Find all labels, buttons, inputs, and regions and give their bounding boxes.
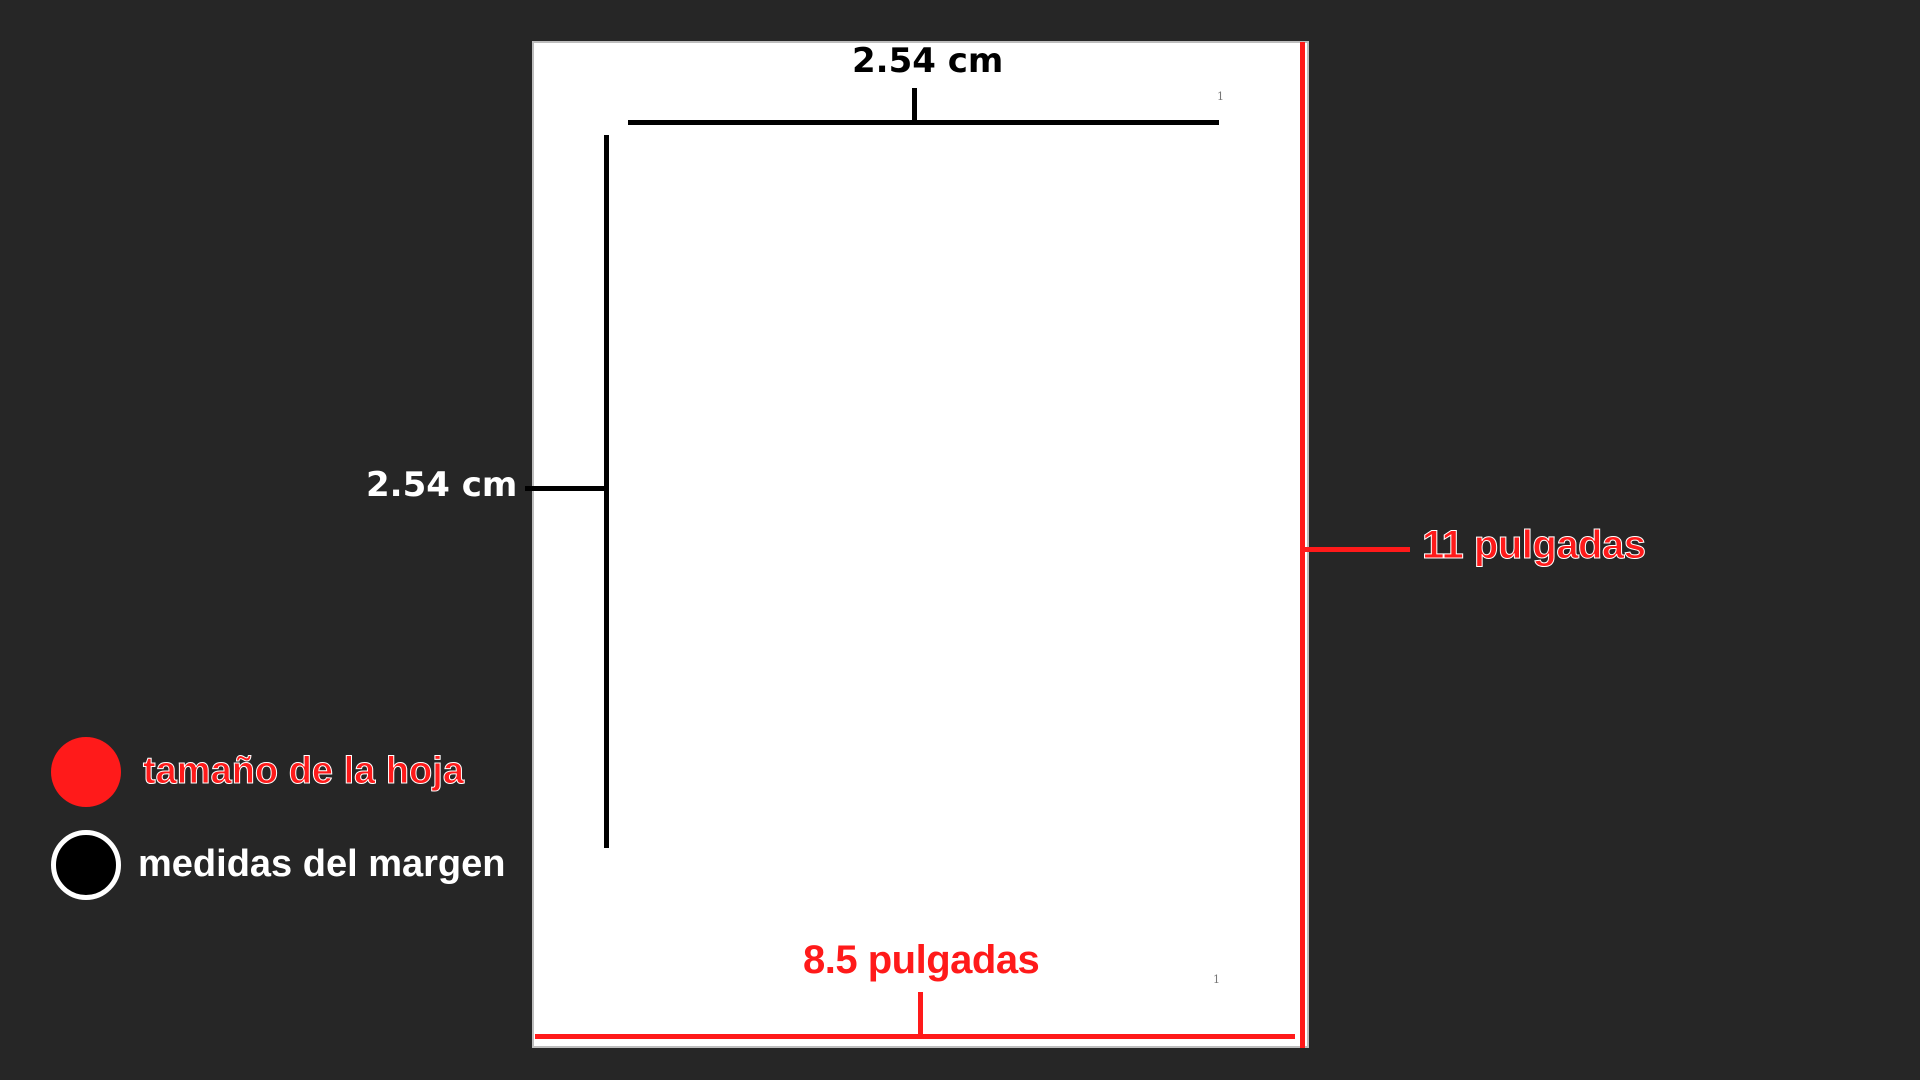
header-page-number: 1 [1217, 90, 1224, 103]
top-margin-tick [912, 88, 917, 122]
top-margin-line [628, 120, 1219, 125]
letter-page [532, 41, 1309, 1048]
legend-red-dot [51, 737, 121, 807]
left-margin-tick [525, 486, 606, 491]
legend-sheet-size-label: tamaño de la hoja [143, 750, 465, 792]
footer-page-number: 1 [1213, 973, 1220, 986]
legend-black-dot [51, 830, 121, 900]
legend-margin-label: medidas del margen [138, 843, 506, 885]
left-margin-label: 2.54 cm [366, 465, 518, 505]
sheet-height-tick [1302, 547, 1410, 552]
top-margin-label: 2.54 cm [852, 41, 1004, 81]
sheet-width-line [535, 1034, 1295, 1039]
left-margin-line [604, 135, 609, 848]
sheet-width-tick [918, 992, 923, 1036]
sheet-height-label: 11 pulgadas [1421, 523, 1646, 567]
sheet-height-line [1300, 42, 1305, 1048]
sheet-width-label: 8.5 pulgadas [803, 938, 1040, 982]
